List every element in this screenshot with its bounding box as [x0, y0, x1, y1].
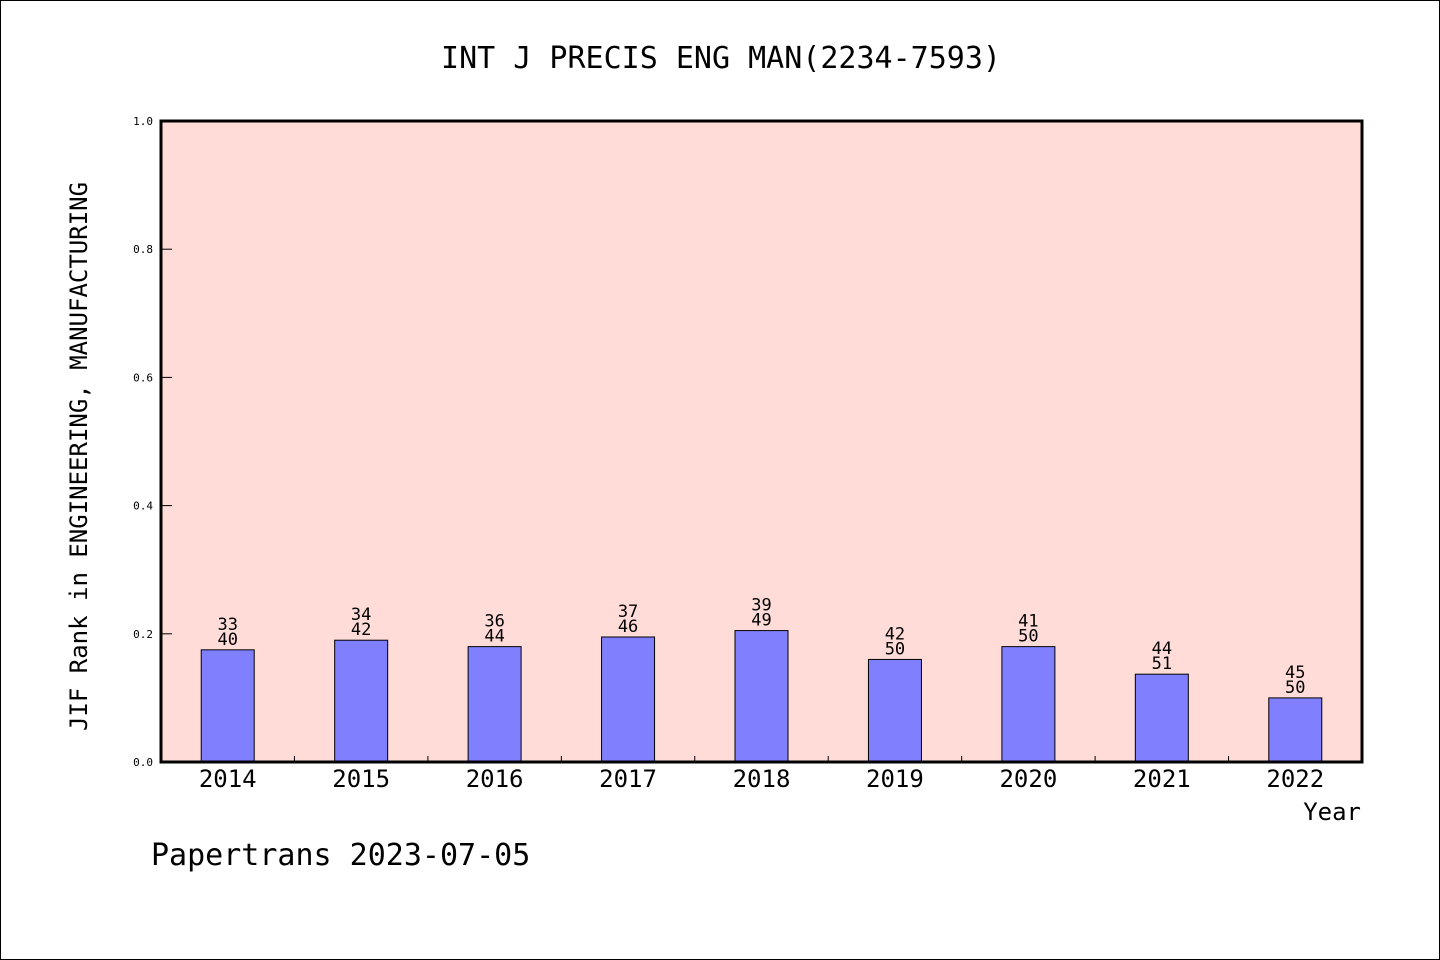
bar-label-total-2017: 46: [618, 617, 638, 637]
bar-label-total-2016: 44: [484, 627, 504, 647]
bar-label-total-2022: 50: [1285, 678, 1305, 698]
bar-label-rank-2019: 42: [885, 624, 905, 644]
bar-label-total-2014: 40: [217, 630, 237, 650]
bar-2017: [601, 636, 656, 763]
bar-label-rank-2021: 44: [1152, 639, 1172, 659]
y-tick-label-1.0: 1.0: [133, 115, 153, 128]
bar-2022: [1268, 697, 1323, 763]
x-tick-label-2017: 2017: [599, 765, 657, 793]
bar-label-total-2018: 49: [751, 611, 771, 631]
footer-credit: Papertrans 2023-07-05: [151, 838, 530, 873]
bar-label-rank-2015: 34: [351, 605, 371, 625]
x-tick-label-2020: 2020: [999, 765, 1057, 793]
y-tick-label-0.0: 0.0: [133, 756, 153, 769]
bars-group: [200, 630, 1323, 763]
bar-label-rank-2016: 36: [484, 612, 504, 632]
bar-2015: [334, 639, 389, 763]
y-tick-label-0.8: 0.8: [133, 243, 153, 256]
bar-label-rank-2022: 45: [1285, 663, 1305, 683]
y-axis-label: JIF Rank in ENGINEERING, MANUFACTURING: [65, 182, 93, 731]
y-tick-label-0.2: 0.2: [133, 628, 153, 641]
bar-label-rank-2014: 33: [217, 615, 237, 635]
x-tick-label-2019: 2019: [866, 765, 924, 793]
x-tick-label-2022: 2022: [1266, 765, 1324, 793]
x-tick-label-2015: 2015: [332, 765, 390, 793]
bar-label-total-2020: 50: [1018, 627, 1038, 647]
bar-label-total-2021: 51: [1152, 654, 1172, 674]
bar-label-total-2015: 42: [351, 620, 371, 640]
bar-label-rank-2017: 37: [618, 602, 638, 622]
plot-border: [159, 119, 1364, 764]
chart-title: INT J PRECIS ENG MAN(2234-7593): [441, 41, 1001, 76]
x-tick-label-2021: 2021: [1133, 765, 1191, 793]
bar-label-rank-2018: 39: [751, 596, 771, 616]
x-tick-label-2016: 2016: [466, 765, 524, 793]
x-tick-label-2018: 2018: [733, 765, 791, 793]
y-tick-label-0.4: 0.4: [133, 500, 153, 513]
y-axis-ticks: 0.0 0.2 0.4 0.6 0.8 1.0: [133, 115, 172, 769]
bar-label-rank-2020: 41: [1018, 612, 1038, 632]
y-tick-label-0.6: 0.6: [133, 371, 153, 384]
x-axis-ticks: 2014 2015 2016 2017 2018 2019 2020 2021 2022: [199, 756, 1324, 793]
bar-2016: [467, 646, 522, 763]
bar-2018: [734, 630, 789, 763]
bar-2021: [1134, 673, 1189, 763]
bar-2019: [867, 658, 922, 763]
x-tick-label-2014: 2014: [199, 765, 257, 793]
bar-label-total-2019: 50: [885, 639, 905, 659]
bar-2014: [200, 649, 255, 763]
bar-2020: [1001, 646, 1056, 763]
x-axis-label: Year: [1303, 798, 1361, 826]
